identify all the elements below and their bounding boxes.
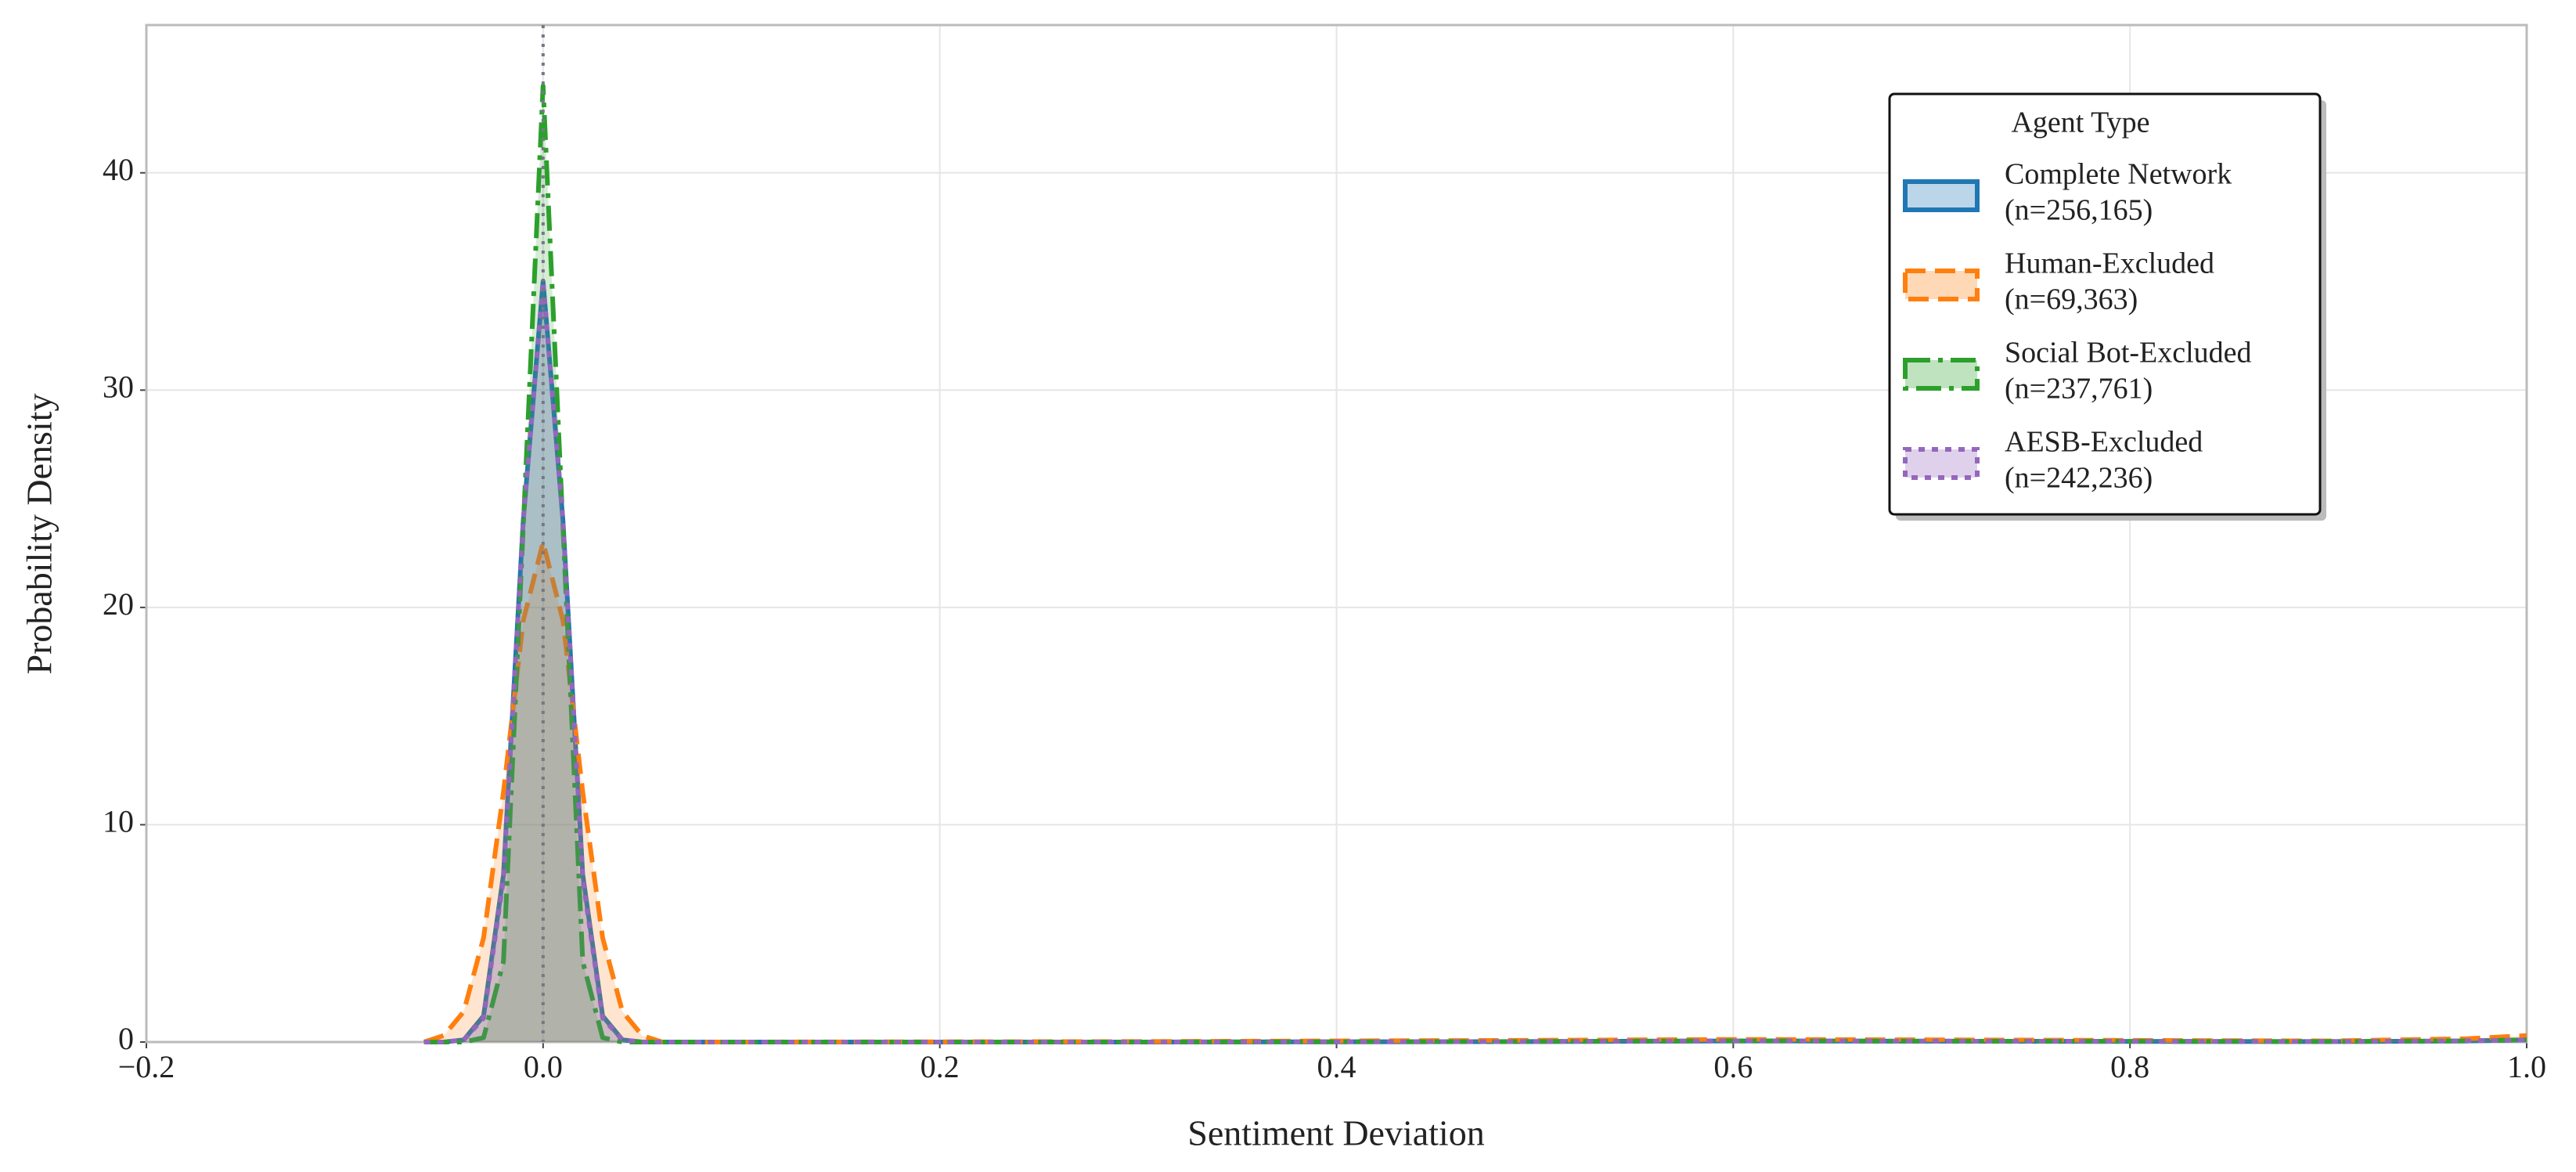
legend-box bbox=[1888, 92, 2322, 516]
legend-swatch bbox=[1903, 358, 1980, 391]
y-tick-label: 10 bbox=[103, 804, 134, 839]
y-axis-label: Probability Density bbox=[20, 393, 59, 674]
x-tick-label: 0.8 bbox=[2110, 1049, 2149, 1084]
x-tick-label: −0.2 bbox=[118, 1049, 175, 1084]
density-line bbox=[423, 539, 2527, 1044]
legend-label: AESB-Excluded bbox=[2005, 426, 2203, 459]
legend-label: Human-Excluded bbox=[2005, 247, 2214, 280]
legend-label: Complete Network bbox=[2005, 158, 2232, 191]
legend-swatch bbox=[1903, 447, 1980, 480]
density-line bbox=[423, 83, 2527, 1044]
legend-count: (n=242,236) bbox=[2005, 462, 2153, 495]
x-tick-label: 0.0 bbox=[524, 1049, 563, 1084]
density-area bbox=[423, 542, 2527, 1042]
legend-swatch bbox=[1903, 269, 1980, 301]
legend-count: (n=237,761) bbox=[2005, 373, 2153, 406]
legend-label: Social Bot-Excluded bbox=[2005, 337, 2252, 370]
legend-title: Agent Type bbox=[2011, 106, 2149, 139]
legend-count: (n=69,363) bbox=[2005, 283, 2138, 316]
y-tick-label: 0 bbox=[118, 1021, 134, 1056]
x-tick-label: 1.0 bbox=[2507, 1049, 2546, 1084]
x-tick-label: 0.4 bbox=[1317, 1049, 1356, 1084]
legend-count: (n=256,165) bbox=[2005, 194, 2153, 227]
legend-swatch bbox=[1903, 179, 1980, 212]
y-tick-label: 30 bbox=[103, 369, 134, 404]
x-axis-label: Sentiment Deviation bbox=[1187, 1113, 1484, 1153]
x-tick-label: 0.2 bbox=[921, 1049, 960, 1084]
x-tick-label: 0.6 bbox=[1713, 1049, 1753, 1084]
y-tick-label: 40 bbox=[103, 152, 134, 187]
y-tick-label: 20 bbox=[103, 586, 134, 622]
